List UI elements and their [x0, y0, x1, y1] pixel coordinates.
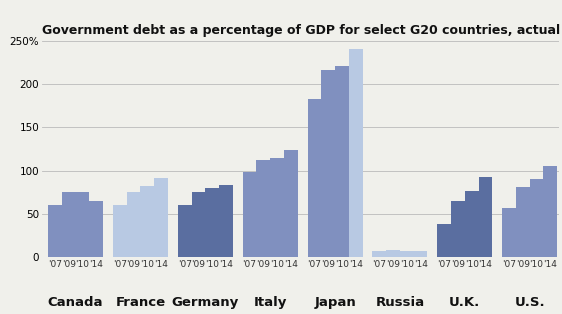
Bar [451, 201, 465, 257]
Bar [465, 191, 479, 257]
Bar [219, 185, 233, 257]
Bar [192, 192, 205, 257]
Bar [154, 178, 168, 257]
Bar [113, 205, 126, 257]
Text: Russia: Russia [375, 296, 424, 309]
Bar [400, 251, 414, 257]
Text: Italy: Italy [253, 296, 287, 309]
Bar [530, 180, 543, 257]
Bar [140, 187, 154, 257]
Bar [75, 192, 89, 257]
Bar [479, 177, 492, 257]
Bar [437, 224, 451, 257]
Bar [386, 250, 400, 257]
Text: Canada: Canada [48, 296, 103, 309]
Bar [307, 99, 321, 257]
Bar [284, 150, 298, 257]
Bar [256, 160, 270, 257]
Bar [335, 66, 349, 257]
Bar [414, 252, 428, 257]
Text: U.S.: U.S. [514, 296, 545, 309]
Text: Japan: Japan [314, 296, 356, 309]
Bar [502, 208, 516, 257]
Bar [349, 50, 362, 257]
Bar [373, 251, 386, 257]
Bar [89, 201, 103, 257]
Bar [270, 158, 284, 257]
Bar [516, 187, 530, 257]
Bar [48, 205, 62, 257]
Text: Germany: Germany [172, 296, 239, 309]
Bar [321, 70, 335, 257]
Bar [543, 166, 558, 257]
Text: Government debt as a percentage of GDP for select G20 countries, actual and esti: Government debt as a percentage of GDP f… [42, 24, 562, 37]
Text: U.K.: U.K. [449, 296, 481, 309]
Bar [62, 192, 75, 257]
Bar [178, 205, 192, 257]
Bar [126, 192, 140, 257]
Bar [205, 188, 219, 257]
Text: France: France [115, 296, 166, 309]
Bar [243, 172, 256, 257]
